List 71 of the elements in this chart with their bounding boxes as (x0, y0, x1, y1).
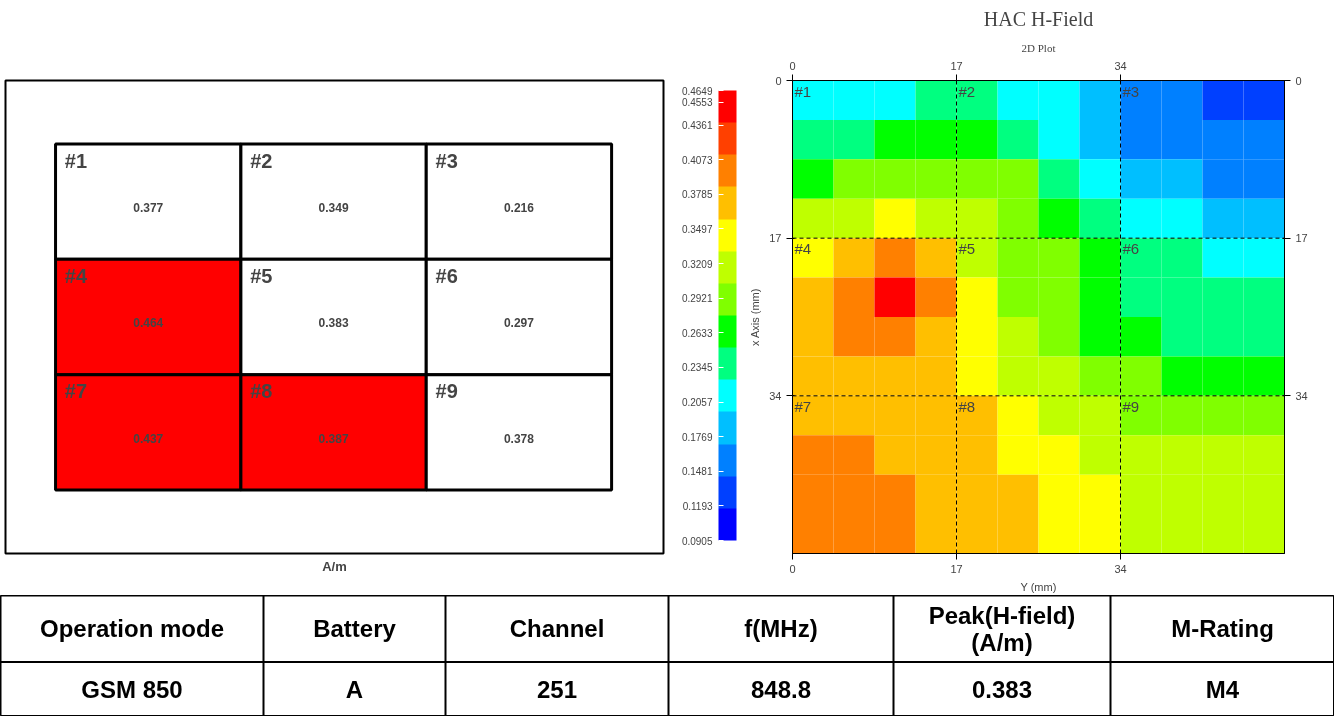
annotation: #8 (958, 397, 976, 415)
y-tick-label: 17 (769, 232, 782, 245)
annotation: #8 (250, 380, 273, 403)
annotation: #3 (435, 149, 458, 172)
color-bar-label: 0.3785 (681, 189, 713, 201)
text: M4 (1205, 675, 1240, 703)
data-label: 0.377 (133, 200, 164, 215)
annotation: #4 (794, 240, 812, 258)
text: GSM 850 (81, 675, 183, 703)
x-tick-label: 0 (789, 59, 796, 72)
text: Peak(H-field) (A/m) (928, 601, 1076, 656)
y2-tick-label: 17 (1295, 232, 1308, 245)
text: f(MHz) (744, 615, 818, 643)
x-axis-title: Y (mm) (1020, 580, 1057, 593)
annotation: #4 (64, 265, 88, 288)
x-axis-title: A/m (322, 558, 347, 574)
annotation: #2 (958, 82, 976, 100)
text: 251 (536, 675, 578, 703)
x2-tick-label: 0 (789, 562, 796, 575)
y-axis-title: x Axis (mm) (749, 288, 762, 347)
annotation: #7 (794, 397, 812, 415)
annotation: #5 (958, 240, 976, 258)
color-bar-label: 0.0905 (681, 535, 713, 547)
text: 848.8 (750, 675, 812, 703)
chart-subtitle: 2D Plot (1021, 41, 1056, 54)
annotation: #1 (64, 149, 88, 172)
annotation: #9 (435, 380, 458, 403)
data-label: 0.387 (318, 431, 349, 446)
color-bar-label: 0.2057 (681, 397, 713, 409)
annotation: #9 (1122, 397, 1140, 415)
color-bar-label: 0.4361 (681, 120, 713, 132)
text: A (345, 675, 364, 703)
data-label: 0.464 (133, 316, 164, 331)
y2-tick-label: 34 (1295, 389, 1308, 402)
annotation: #3 (1122, 82, 1140, 100)
text: Operation mode (39, 615, 225, 643)
color-bar-label: 0.1481 (681, 466, 713, 478)
color-bar-label: 0.1193 (682, 500, 713, 512)
text: 0.383 (971, 675, 1033, 703)
color-bar-label: 0.3497 (681, 223, 713, 235)
color-bar-label: 0.2633 (681, 327, 713, 339)
text: Channel (509, 615, 605, 643)
chart-title: HAC H-Field (983, 7, 1094, 30)
color-bar-label: 0.4073 (681, 154, 713, 166)
color-bar-label: 0.4553 (681, 97, 713, 109)
x-tick-label: 34 (1114, 59, 1127, 72)
color-bar-label: 0.4649 (681, 85, 713, 97)
annotation: #7 (64, 380, 88, 403)
data-label: 0.297 (503, 316, 535, 331)
annotation: #6 (435, 265, 458, 288)
color-bar-label: 0.1769 (681, 431, 713, 443)
y-tick-label: 0 (775, 74, 782, 87)
y2-tick-label: 0 (1295, 74, 1302, 87)
data-label: 0.383 (318, 316, 349, 331)
x-tick-label: 17 (950, 59, 963, 72)
x2-tick-label: 17 (950, 562, 963, 575)
data-label: 0.378 (503, 431, 535, 446)
color-bar-label: 0.2921 (681, 293, 713, 305)
annotation: #2 (250, 149, 273, 172)
y-tick-label: 34 (769, 389, 782, 402)
text: Battery (313, 615, 397, 643)
color-bar-label: 0.2345 (681, 362, 713, 374)
annotation: #5 (250, 265, 273, 288)
annotation: #1 (794, 82, 812, 100)
color-bar-label: 0.3209 (681, 258, 713, 270)
data-label: 0.437 (133, 431, 164, 446)
data-label: 0.349 (318, 200, 349, 215)
x2-tick-label: 34 (1114, 562, 1127, 575)
text: M-Rating (1171, 615, 1274, 643)
data-label: 0.216 (503, 200, 535, 215)
annotation: #6 (1122, 240, 1140, 258)
